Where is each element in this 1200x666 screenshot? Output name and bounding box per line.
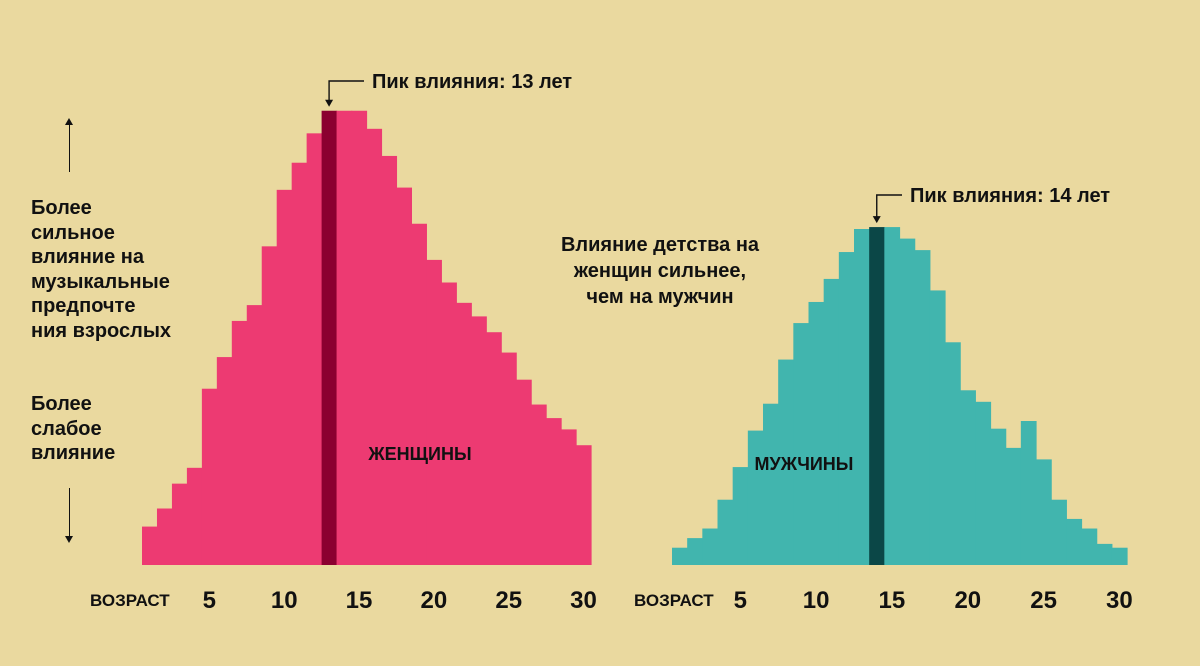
women-bar-age-27 — [531, 404, 547, 565]
women-tick-10: 10 — [271, 587, 298, 614]
women-bar-age-25 — [501, 352, 517, 565]
men-bar-age-11 — [823, 278, 840, 565]
women-bar-age-18 — [396, 187, 412, 565]
women-bar-age-4 — [186, 467, 203, 565]
women-bar-age-2 — [156, 508, 173, 565]
stronger-arrow-icon — [65, 118, 73, 172]
women-bar-age-3 — [171, 483, 188, 565]
men-tick-30: 30 — [1106, 587, 1133, 614]
comparison-note: Влияние детства на женщин сильнее, чем н… — [560, 234, 760, 308]
women-bar-age-12 — [306, 133, 323, 565]
women-bar-age-17 — [381, 155, 398, 565]
men-bar-age-26 — [1051, 499, 1067, 565]
weaker-arrow-icon — [65, 488, 73, 543]
men-bar-age-21 — [975, 401, 992, 565]
women-bar-age-30 — [576, 445, 592, 565]
men-tick-20: 20 — [954, 587, 981, 614]
women-tick-30: 30 — [570, 587, 597, 614]
men-bar-age-13 — [854, 229, 870, 565]
men-bar-age-18 — [929, 290, 946, 565]
women-bar-age-11 — [291, 162, 308, 565]
men-bar-age-30 — [1111, 547, 1128, 565]
women-bar-age-7 — [231, 320, 248, 565]
women-bar-age-10 — [276, 189, 293, 565]
women-bar-age-23 — [471, 316, 487, 565]
men-bar-age-7 — [763, 403, 779, 565]
men-tick-5: 5 — [734, 587, 747, 614]
men-bar-age-14 — [869, 227, 885, 565]
men-bar-age-24 — [1020, 421, 1037, 565]
men-bar-age-28 — [1081, 528, 1098, 565]
women-bar-age-19 — [411, 223, 427, 566]
men-bar-age-17 — [914, 250, 931, 565]
women-tick-20: 20 — [421, 587, 448, 614]
men-bar-age-8 — [778, 359, 794, 565]
men-bar-age-15 — [884, 227, 901, 565]
women-peak-leader — [328, 80, 364, 103]
men-bar-age-10 — [808, 301, 825, 565]
men-bar-age-29 — [1096, 543, 1113, 565]
women-bar-age-24 — [486, 332, 502, 565]
women-series-label: ЖЕНЩИНЫ — [367, 444, 471, 464]
men-series-label: МУЖЧИНЫ — [755, 454, 854, 474]
women-bar-age-16 — [366, 128, 383, 565]
men-xaxis-label: ВОЗРАСТ — [634, 591, 714, 610]
women-bar-age-21 — [441, 282, 457, 565]
women-bar-age-14 — [336, 110, 353, 566]
women-tick-5: 5 — [203, 587, 216, 614]
women-bar-age-1 — [142, 526, 158, 565]
men-tick-15: 15 — [879, 587, 906, 614]
women-tick-15: 15 — [346, 587, 373, 614]
men-bar-age-5 — [732, 467, 749, 565]
women-bar-age-6 — [216, 357, 233, 565]
women-tick-25: 25 — [495, 587, 522, 614]
men-bar-age-20 — [960, 390, 976, 565]
women-bar-age-29 — [561, 429, 577, 565]
men-bar-age-1 — [672, 547, 688, 565]
women-xaxis-label: ВОЗРАСТ — [90, 591, 170, 610]
stronger-influence-label: Более сильное влияние на музыкальные пре… — [31, 197, 172, 342]
men-tick-25: 25 — [1030, 587, 1057, 614]
women-bar-age-28 — [546, 418, 562, 565]
men-bar-age-19 — [945, 342, 961, 565]
women-peak-arrow-icon — [325, 99, 334, 107]
women-bar-age-20 — [426, 259, 442, 565]
men-bar-age-16 — [899, 238, 916, 565]
women-bar-age-13 — [321, 110, 338, 566]
men-bar-age-27 — [1066, 518, 1083, 565]
men-peak-label: Пик влияния: 14 лет — [910, 185, 1110, 207]
men-peak-arrow-icon — [872, 216, 881, 224]
women-bar-age-22 — [456, 302, 472, 565]
men-bar-age-6 — [747, 430, 764, 565]
men-bar-age-23 — [1005, 447, 1022, 565]
men-bar-age-12 — [838, 252, 855, 566]
weaker-influence-label: Более слабое влияние — [31, 393, 116, 464]
men-bar-age-2 — [687, 538, 703, 565]
men-peak-leader — [876, 194, 902, 220]
women-bar-age-9 — [261, 246, 278, 565]
men-bar-age-3 — [702, 528, 719, 565]
women-bar-age-15 — [351, 110, 368, 566]
women-peak-label: Пик влияния: 13 лет — [372, 71, 572, 93]
men-bar-age-4 — [717, 499, 734, 565]
men-bar-age-25 — [1036, 459, 1052, 565]
men-tick-10: 10 — [803, 587, 830, 614]
women-bar-age-8 — [246, 305, 263, 565]
women-bar-age-5 — [201, 388, 218, 565]
women-bar-age-26 — [516, 379, 532, 565]
men-bar-age-22 — [990, 428, 1007, 565]
men-bar-age-9 — [793, 323, 810, 565]
